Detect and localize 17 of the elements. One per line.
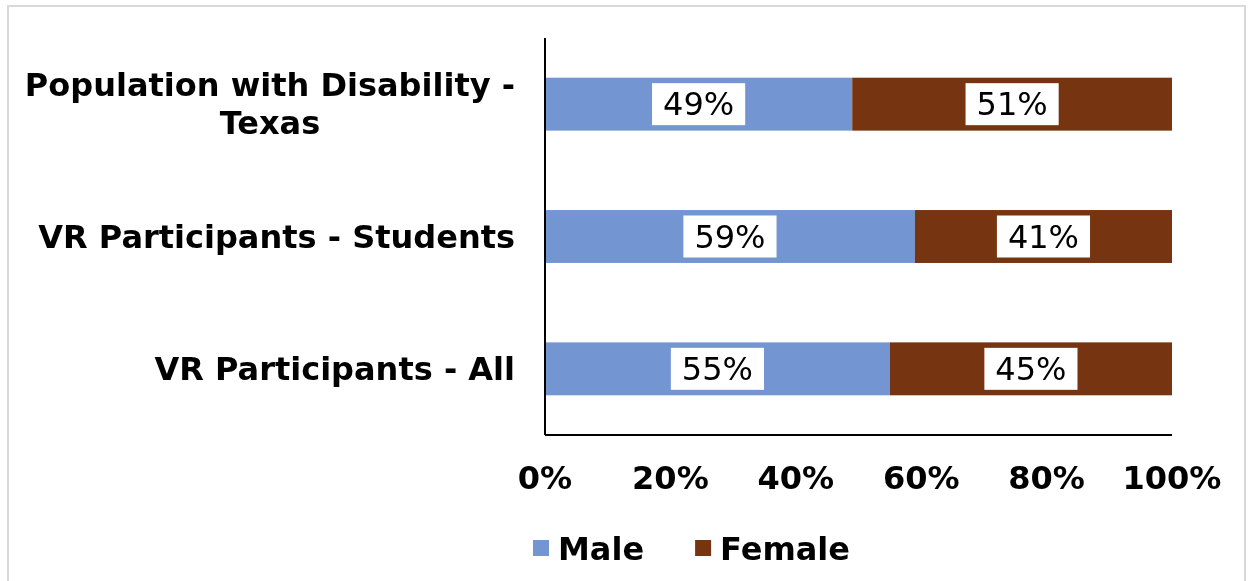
y-tick-label: VR Participants - All [154, 349, 515, 388]
data-label: 55% [681, 349, 753, 388]
x-tick-label: 100% [1122, 459, 1222, 497]
data-label: 51% [976, 85, 1048, 124]
data-label: 49% [663, 85, 735, 124]
data-label: 59% [694, 217, 766, 256]
legend-label: Female [720, 530, 850, 568]
x-tick-label: 60% [882, 459, 960, 497]
data-label: 45% [995, 349, 1067, 388]
data-label: 41% [1007, 217, 1080, 256]
x-tick-label: 80% [1008, 459, 1085, 497]
y-tick-label: Population with Disability - Texas [24, 66, 515, 143]
x-tick-label: 0% [517, 459, 573, 497]
legend-label: Male [558, 530, 645, 568]
x-tick-label: 20% [632, 459, 709, 497]
x-tick-label: 40% [757, 459, 835, 497]
y-tick-label: VR Participants - Students [38, 217, 515, 256]
